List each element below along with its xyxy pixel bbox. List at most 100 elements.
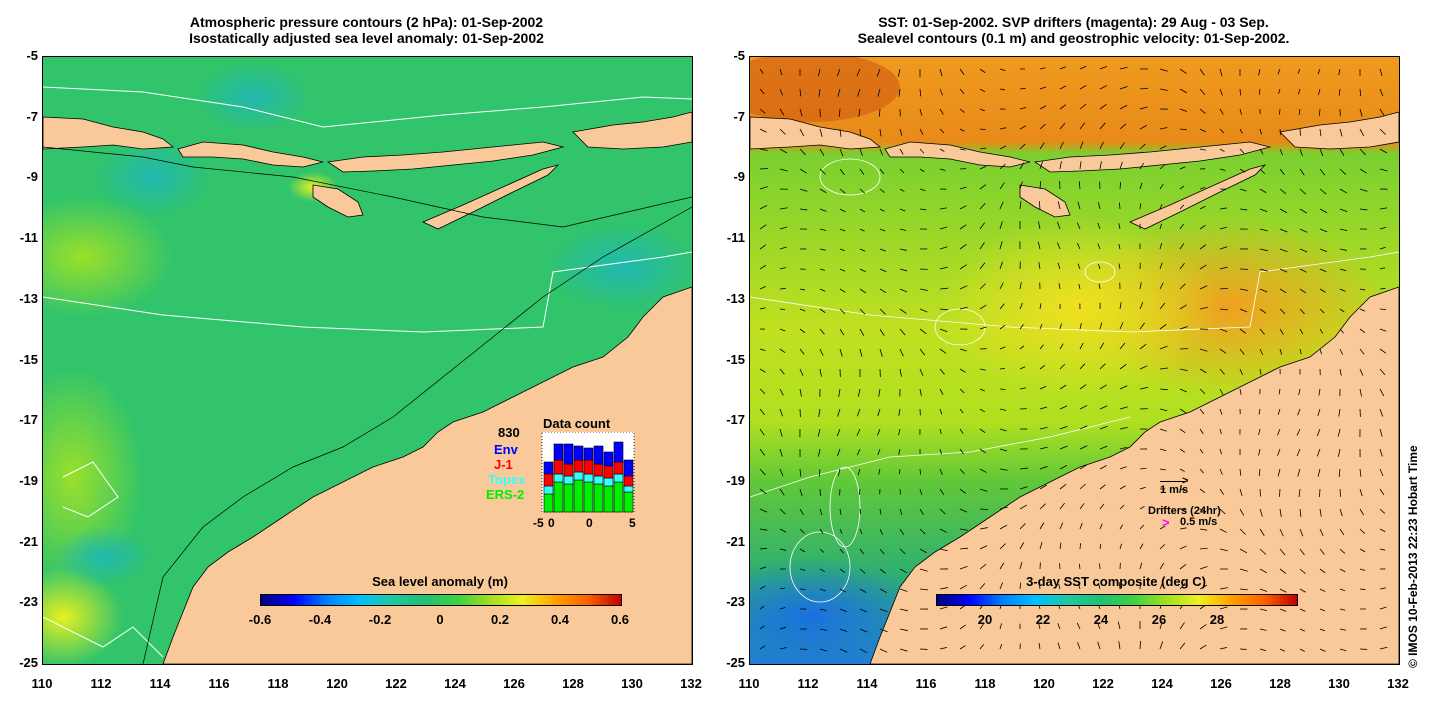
velocity-arrow xyxy=(879,528,883,535)
velocity-arrow xyxy=(1099,122,1106,130)
velocity-arrow xyxy=(1359,388,1362,397)
velocity-arrow xyxy=(979,583,986,590)
velocity-arrow xyxy=(1279,208,1288,214)
velocity-arrow xyxy=(1099,523,1103,530)
velocity-arrow xyxy=(859,168,865,175)
left-title-line2: Isostatically adjusted sea level anomaly… xyxy=(189,30,544,46)
velocity-arrow xyxy=(1078,283,1081,290)
velocity-arrow xyxy=(959,128,965,132)
velocity-arrow xyxy=(859,308,866,315)
velocity-arrow xyxy=(1339,288,1346,292)
velocity-arrow xyxy=(1059,483,1067,490)
velocity-arrow xyxy=(1279,308,1286,315)
velocity-arrow xyxy=(979,388,985,392)
velocity-arrow xyxy=(1019,88,1026,90)
velocity-arrow xyxy=(879,208,885,212)
velocity-arrow xyxy=(1059,445,1068,450)
velocity-arrow xyxy=(999,408,1007,411)
velocity-arrow xyxy=(1199,644,1207,650)
velocity-arrow xyxy=(959,645,966,650)
velocity-arrow xyxy=(999,506,1008,510)
velocity-arrow xyxy=(1319,228,1328,233)
velocity-arrow xyxy=(1299,548,1305,556)
velocity-arrow xyxy=(1319,208,1328,214)
velocity-arrow xyxy=(939,488,945,495)
velocity-arrow xyxy=(919,168,925,172)
velocity-arrow xyxy=(839,168,845,176)
velocity-arrow xyxy=(1078,563,1081,570)
velocity-arrow xyxy=(1379,328,1387,332)
velocity-arrow xyxy=(839,568,846,574)
velocity-arrow xyxy=(979,508,988,511)
velocity-arrow xyxy=(999,562,1005,570)
velocity-arrow xyxy=(1339,508,1343,517)
histogram-tick-5: 5 xyxy=(629,516,636,530)
velocity-arrow xyxy=(1339,648,1347,652)
velocity-arrow xyxy=(1239,128,1243,134)
velocity-arrow xyxy=(979,283,986,290)
velocity-arrow xyxy=(1079,122,1086,130)
velocity-arrow xyxy=(1319,628,1326,632)
velocity-arrow xyxy=(1159,388,1168,391)
velocity-arrow xyxy=(1039,344,1044,350)
histogram-tick-neg5: -5 xyxy=(533,516,544,530)
velocity-arrow xyxy=(819,268,825,271)
velocity-arrow xyxy=(819,348,824,356)
velocity-arrow xyxy=(1279,188,1287,195)
velocity-arrow xyxy=(879,268,887,273)
velocity-arrow xyxy=(1319,188,1327,195)
velocity-arrow xyxy=(1379,606,1387,610)
velocity-arrow xyxy=(1179,204,1185,210)
left-colorbar-tick: 0.2 xyxy=(490,612,510,627)
data-count-total: 830 xyxy=(498,425,520,440)
velocity-arrow xyxy=(1076,222,1081,230)
velocity-arrow xyxy=(1139,486,1146,490)
velocity-arrow xyxy=(879,588,887,593)
velocity-arrow xyxy=(939,508,946,515)
velocity-arrow xyxy=(899,168,905,174)
velocity-arrow xyxy=(1259,588,1268,592)
velocity-arrow xyxy=(1258,448,1261,456)
velocity-arrow xyxy=(1099,161,1102,170)
velocity-arrow xyxy=(939,68,943,77)
velocity-arrow xyxy=(1179,243,1185,250)
velocity-arrow xyxy=(1097,202,1101,210)
velocity-arrow xyxy=(1199,264,1207,270)
velocity-arrow xyxy=(1259,128,1262,135)
velocity-arrow xyxy=(839,648,848,653)
velocity-arrow xyxy=(1339,128,1343,137)
velocity-arrow xyxy=(899,148,904,155)
velocity-arrow xyxy=(959,348,967,352)
velocity-arrow xyxy=(1159,562,1165,570)
velocity-arrow xyxy=(1279,508,1282,517)
histogram-bar xyxy=(573,459,584,473)
velocity-arrow xyxy=(859,568,866,574)
histogram-bar xyxy=(543,473,554,487)
histogram-bar xyxy=(623,491,634,513)
velocity-arrow xyxy=(1139,641,1141,650)
velocity-arrow xyxy=(1338,88,1341,96)
velocity-arrow xyxy=(856,408,861,417)
drifter-symbol: > xyxy=(1162,515,1170,530)
velocity-arrow xyxy=(799,588,806,590)
velocity-arrow xyxy=(959,428,964,434)
velocity-arrow xyxy=(1239,168,1246,173)
velocity-arrow xyxy=(1359,288,1366,291)
velocity-arrow xyxy=(759,547,767,550)
velocity-arrow xyxy=(1299,328,1304,335)
left-colorbar-tick: -0.6 xyxy=(248,612,272,627)
velocity-arrow xyxy=(1299,508,1302,517)
velocity-arrow xyxy=(999,468,1008,471)
velocity-arrow xyxy=(898,408,901,416)
velocity-arrow xyxy=(1199,148,1206,151)
velocity-arrow xyxy=(1219,148,1225,152)
histogram-bar xyxy=(613,461,624,475)
velocity-arrow xyxy=(939,226,948,230)
velocity-arrow xyxy=(859,348,863,357)
velocity-arrow xyxy=(1299,608,1306,612)
histogram-bar xyxy=(553,459,564,475)
velocity-arrow xyxy=(1159,408,1168,412)
velocity-arrow xyxy=(1058,283,1061,290)
histogram-bar xyxy=(563,463,574,477)
velocity-arrow xyxy=(1299,248,1308,253)
